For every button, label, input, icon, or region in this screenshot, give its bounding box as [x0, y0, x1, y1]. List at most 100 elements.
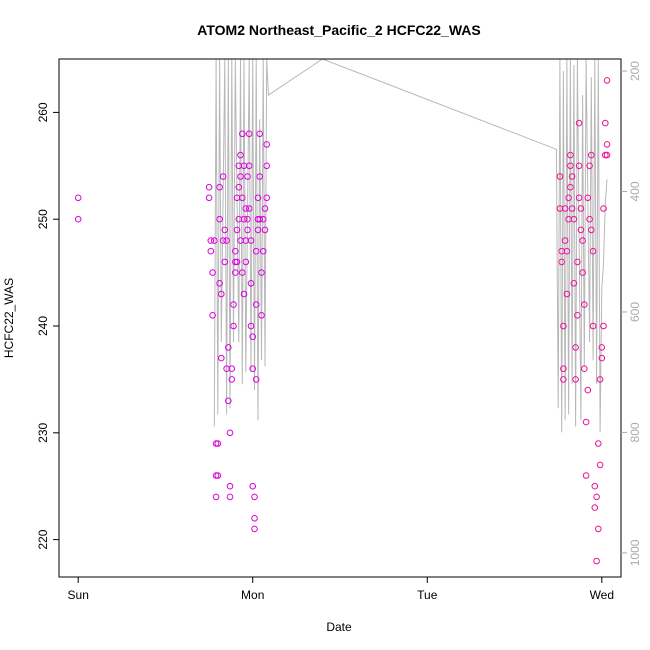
data-point	[218, 354, 225, 362]
data-point	[221, 258, 229, 266]
data-point	[574, 312, 581, 319]
data-point	[600, 205, 607, 212]
data-point	[233, 226, 241, 234]
plot-frame	[58, 58, 622, 578]
data-point	[582, 418, 590, 426]
data-point	[74, 194, 82, 202]
data-point	[252, 301, 260, 308]
data-point	[589, 247, 597, 255]
data-point	[249, 482, 256, 490]
pressure-line	[213, 58, 608, 433]
x-tick-label: Wed	[590, 588, 614, 602]
data-point	[209, 312, 216, 319]
data-point	[240, 290, 248, 298]
data-point	[242, 205, 250, 212]
data-point	[214, 472, 222, 479]
y-axis: 220 230 240 250 260	[36, 102, 59, 550]
data-point	[251, 515, 258, 522]
data-point	[565, 194, 572, 202]
data-point	[565, 215, 572, 223]
data-point	[567, 183, 574, 191]
data-point	[245, 162, 253, 170]
data-point	[596, 376, 604, 383]
data-point	[591, 482, 599, 490]
data-point	[602, 119, 609, 127]
data-point	[579, 269, 586, 276]
y-tick-label: 250	[36, 209, 50, 229]
data-point	[256, 215, 264, 223]
data-point	[233, 258, 241, 266]
data-point	[258, 269, 265, 276]
data-point	[242, 258, 250, 266]
secondary-y-axis: 200 400 600 800 1000	[621, 61, 642, 566]
data-point	[251, 493, 258, 501]
data-point	[591, 504, 599, 511]
y-tick-label: 240	[36, 316, 50, 336]
y2-tick-label: 800	[628, 422, 642, 442]
data-point	[263, 194, 271, 202]
data-point	[575, 119, 583, 127]
data-point	[261, 226, 269, 234]
data-point	[256, 130, 264, 138]
data-point	[568, 205, 576, 212]
data-point	[558, 258, 566, 266]
data-point	[245, 130, 253, 138]
data-point	[567, 162, 574, 170]
data-point	[561, 205, 569, 212]
data-point	[600, 322, 607, 330]
data-point	[221, 226, 229, 234]
data-point	[595, 525, 602, 533]
data-point	[239, 130, 246, 138]
data-point	[249, 333, 256, 341]
data-point	[240, 215, 248, 223]
data-point	[219, 173, 227, 180]
data-point	[263, 162, 271, 170]
data-point	[251, 525, 258, 533]
data-point	[247, 237, 255, 244]
data-point	[584, 386, 592, 394]
data-point	[237, 237, 244, 244]
data-point	[252, 247, 260, 255]
data-point	[258, 312, 265, 319]
data-point	[581, 365, 588, 373]
data-point	[244, 215, 251, 223]
data-point	[593, 493, 600, 501]
data-point	[586, 162, 593, 170]
data-point	[235, 183, 243, 191]
data-point	[232, 269, 239, 276]
data-point	[603, 151, 611, 159]
y2-tick-label: 200	[628, 61, 642, 81]
data-point	[211, 237, 218, 244]
data-point	[598, 344, 606, 351]
data-point	[574, 258, 581, 266]
y-tick-label: 260	[36, 102, 50, 122]
data-point	[563, 290, 571, 298]
data-point	[603, 77, 611, 84]
data-point	[225, 344, 232, 351]
data-point	[252, 376, 260, 383]
data-point	[239, 194, 246, 202]
data-point	[207, 237, 215, 244]
data-point	[244, 226, 251, 234]
data-point	[575, 194, 583, 202]
data-point	[239, 269, 246, 276]
y-tick-label: 230	[36, 422, 50, 442]
data-point	[595, 440, 602, 447]
data-point	[226, 482, 234, 490]
data-point	[567, 151, 574, 159]
data-point	[256, 173, 264, 180]
chart-title: ATOM2 Northeast_Pacific_2 HCFC22_WAS	[197, 22, 480, 38]
data-point	[223, 237, 230, 244]
data-point	[226, 429, 234, 437]
data-points-layer	[74, 77, 611, 565]
data-point	[259, 215, 267, 223]
data-point	[218, 290, 225, 298]
data-point	[230, 301, 237, 308]
data-point	[214, 440, 222, 447]
data-point	[582, 472, 590, 479]
data-point	[205, 183, 213, 191]
data-point	[568, 173, 576, 180]
data-point	[249, 365, 256, 373]
data-point	[254, 226, 262, 234]
data-point	[581, 301, 588, 308]
